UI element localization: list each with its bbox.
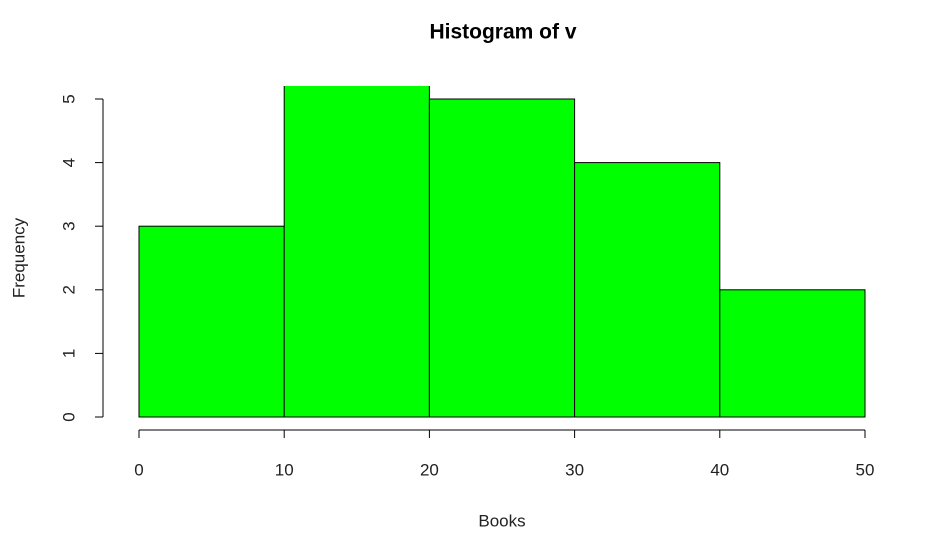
bar bbox=[283, 86, 430, 418]
bar bbox=[719, 289, 866, 418]
y-axis-label: Frequency bbox=[9, 217, 28, 298]
bar bbox=[138, 225, 285, 418]
chart-title: Histogram of v bbox=[429, 21, 576, 44]
y-tick-label: 1 bbox=[59, 349, 78, 358]
x-tick-label: 50 bbox=[856, 460, 875, 479]
bar bbox=[574, 162, 721, 418]
bar bbox=[428, 98, 576, 418]
x-axis-label: Books bbox=[478, 511, 525, 530]
y-tick-label: 4 bbox=[59, 158, 78, 167]
x-tick-label: 0 bbox=[134, 460, 143, 479]
y-tick-label: 3 bbox=[59, 221, 78, 230]
x-tick-label: 20 bbox=[420, 460, 439, 479]
y-tick-label: 2 bbox=[59, 285, 78, 294]
plot-area bbox=[138, 86, 866, 418]
x-tick-label: 30 bbox=[565, 460, 584, 479]
y-tick-label: 5 bbox=[59, 94, 78, 103]
y-tick-label: 0 bbox=[59, 412, 78, 421]
x-tick-label: 10 bbox=[275, 460, 294, 479]
x-tick-label: 40 bbox=[710, 460, 729, 479]
